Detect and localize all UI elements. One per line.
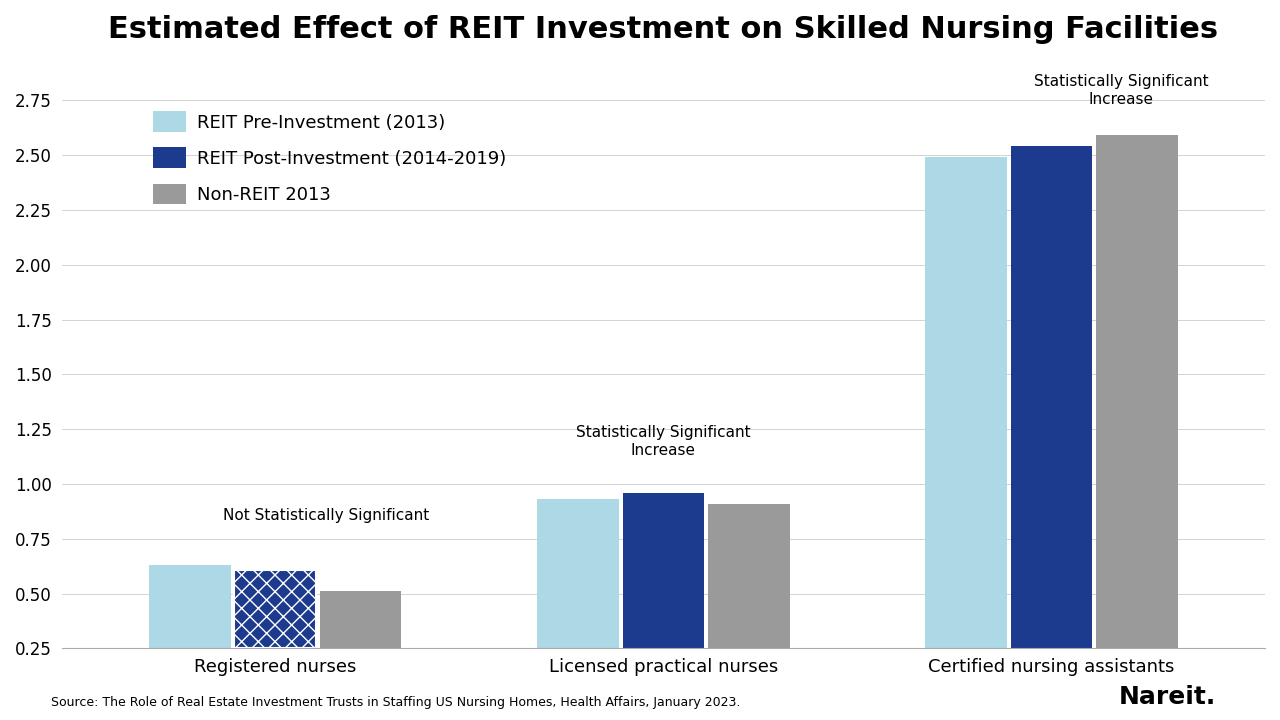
Bar — [234, 570, 316, 649]
Bar — [234, 570, 316, 649]
Bar — [538, 500, 618, 649]
Bar — [148, 565, 230, 649]
Bar — [622, 492, 704, 649]
Bar — [320, 591, 402, 649]
Bar — [708, 504, 790, 649]
Text: Not Statistically Significant: Not Statistically Significant — [223, 508, 429, 523]
Bar — [925, 157, 1007, 649]
Text: Statistically Significant
Increase: Statistically Significant Increase — [1034, 74, 1208, 107]
Text: Statistically Significant
Increase: Statistically Significant Increase — [576, 426, 750, 458]
Title: Estimated Effect of REIT Investment on Skilled Nursing Facilities: Estimated Effect of REIT Investment on S… — [109, 15, 1219, 44]
Text: Nareit.: Nareit. — [1119, 685, 1216, 709]
Text: Source: The Role of Real Estate Investment Trusts in Staffing US Nursing Homes, : Source: The Role of Real Estate Investme… — [51, 696, 741, 709]
Bar — [1096, 135, 1178, 649]
Bar — [234, 570, 316, 649]
Bar — [1011, 146, 1092, 649]
Legend: REIT Pre-Investment (2013), REIT Post-Investment (2014-2019), Non-REIT 2013: REIT Pre-Investment (2013), REIT Post-In… — [146, 104, 513, 212]
